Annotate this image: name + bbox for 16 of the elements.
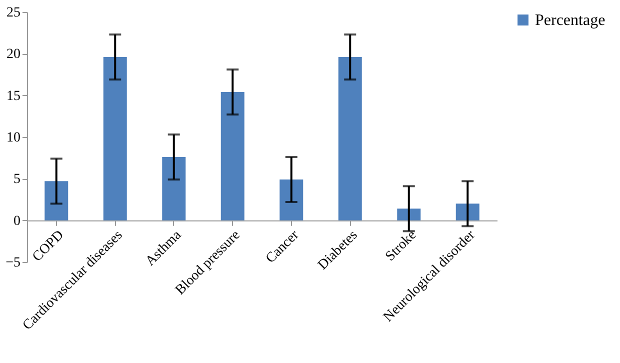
y-tick-label: 5 (14, 172, 20, 188)
y-tick-label: 10 (6, 130, 20, 146)
y-tick-label: 20 (6, 47, 20, 62)
bar (162, 157, 186, 220)
bar (44, 181, 68, 220)
bar (397, 208, 421, 220)
bar (338, 57, 362, 220)
y-tick-label: 0 (14, 214, 20, 229)
bar (280, 180, 304, 220)
y-tick-label: 15 (6, 88, 20, 104)
y-tick-label: 25 (6, 6, 20, 20)
legend-label: Percentage (535, 12, 606, 29)
bar (103, 57, 127, 220)
bar (456, 204, 480, 220)
bar (220, 92, 244, 220)
y-tick-label: −5 (6, 256, 20, 270)
